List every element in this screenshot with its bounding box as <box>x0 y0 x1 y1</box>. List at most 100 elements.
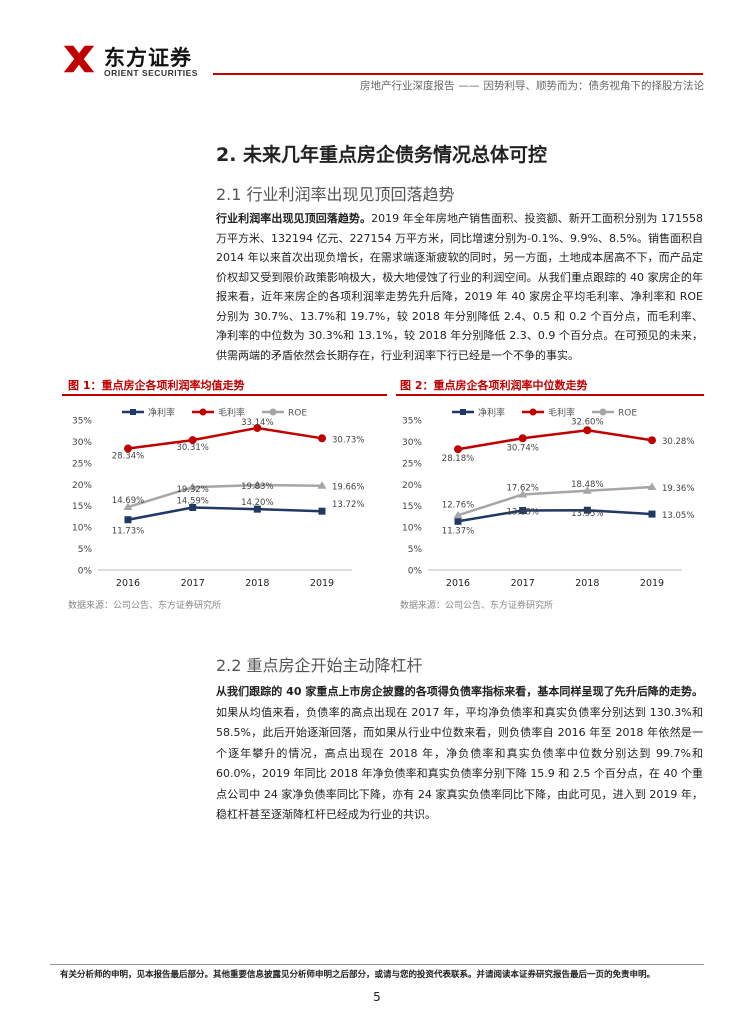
figure-1-rule <box>62 394 387 396</box>
y-tick-label: 25% <box>402 459 422 469</box>
data-point <box>648 436 656 444</box>
data-label: 13.88% <box>506 508 538 518</box>
data-label: 14.69% <box>112 496 144 506</box>
legend-marker <box>460 409 466 415</box>
legend-label: ROE <box>618 409 637 419</box>
legend-marker <box>200 409 207 416</box>
x-tick-label: 2017 <box>511 578 535 589</box>
y-tick-label: 10% <box>72 524 92 534</box>
legend-label: 净利率 <box>148 407 175 419</box>
legend-marker <box>600 409 607 416</box>
data-point <box>519 434 527 442</box>
series-line <box>128 428 322 449</box>
legend-marker <box>270 409 277 416</box>
section-title: 2. 未来几年重点房企债务情况总体可控 <box>216 140 547 167</box>
x-tick-label: 2017 <box>181 578 205 589</box>
chart-1-svg: 净利率 毛利率 ROE 0% 5% 10% 15% 20% 25% 30% 35% 2016 2017 2… <box>62 400 392 595</box>
data-label: 11.73% <box>112 527 144 537</box>
y-tick-label: 25% <box>72 459 92 469</box>
series-line <box>128 485 322 507</box>
chart-figure-2: 净利率 毛利率 ROE 0% 5% 10% 15% 20% 25% 30% 35% 2016 2017 2… <box>392 400 722 595</box>
footer-divider <box>50 964 704 965</box>
data-label: 30.31% <box>176 443 208 453</box>
data-label: 19.66% <box>332 483 364 493</box>
company-logo: 东方证券 ORIENT SECURITIES <box>60 40 220 88</box>
data-label: 32.60% <box>571 417 603 427</box>
legend-label: 净利率 <box>478 407 505 419</box>
figure-1-source: 数据来源：公司公告、东方证券研究所 <box>68 598 221 611</box>
logo-english-name: ORIENT SECURITIES <box>104 68 198 78</box>
data-point <box>318 434 326 442</box>
report-header-title: 房地产行业深度报告 —— 因势利导、顺势而为：债务视角下的择股方法论 <box>360 78 704 93</box>
data-point <box>583 426 591 434</box>
series-line <box>458 510 652 521</box>
data-label: 30.28% <box>662 437 694 447</box>
subsection-title-2-1: 2.1 行业利润率出现见顶回落趋势 <box>216 181 455 205</box>
data-point <box>454 445 462 453</box>
data-label: 30.73% <box>332 435 364 445</box>
y-tick-label: 30% <box>402 438 422 448</box>
paragraph-lead: 行业利润率出现见顶回落趋势。 <box>216 212 371 225</box>
paragraph-lead: 从我们跟踪的 40 家重点上市房企披露的各项得负债率指标来看，基本同样呈现了先升… <box>216 685 703 698</box>
logo-x-icon <box>60 40 98 78</box>
report-type: 房地产行业深度报告 <box>360 80 455 92</box>
legend-label: ROE <box>288 409 307 419</box>
data-label: 33.14% <box>241 418 273 428</box>
data-label: 19.36% <box>662 484 694 494</box>
x-tick-label: 2016 <box>446 578 470 589</box>
data-label: 14.20% <box>241 498 273 508</box>
data-label: 18.48% <box>571 480 603 490</box>
y-tick-label: 30% <box>72 438 92 448</box>
legend-marker <box>130 409 136 415</box>
subsection-title-2-2: 2.2 重点房企开始主动降杠杆 <box>216 652 423 676</box>
x-tick-label: 2018 <box>245 578 269 589</box>
data-label: 28.18% <box>442 454 474 464</box>
data-point <box>649 511 656 518</box>
data-label: 17.62% <box>506 483 538 493</box>
page-number: 5 <box>0 990 754 1004</box>
data-label: 14.59% <box>176 496 208 506</box>
y-tick-label: 35% <box>72 417 92 427</box>
legend-marker <box>530 409 537 416</box>
paragraph-profit-margin: 行业利润率出现见顶回落趋势。2019 年全年房地产销售面积、投资额、新开工面积分… <box>216 209 703 365</box>
data-label: 13.72% <box>332 500 364 510</box>
data-label: 13.95% <box>571 509 603 519</box>
series-line <box>458 430 652 449</box>
data-label: 12.76% <box>442 500 474 510</box>
report-subtitle: 因势利导、顺势而为：债务视角下的择股方法论 <box>484 80 705 92</box>
y-tick-label: 20% <box>72 481 92 491</box>
x-tick-label: 2016 <box>116 578 140 589</box>
y-tick-label: 10% <box>402 524 422 534</box>
paragraph-deleveraging: 从我们跟踪的 40 家重点上市房企披露的各项得负债率指标来看，基本同样呈现了先升… <box>216 682 703 826</box>
paragraph-body: 如果从均值来看，负债率的高点出现在 2017 年，平均净负债率和真实负债率分别达… <box>216 706 703 822</box>
x-tick-label: 2018 <box>575 578 599 589</box>
chart-2-svg: 净利率 毛利率 ROE 0% 5% 10% 15% 20% 25% 30% 35% 2016 2017 2… <box>392 400 722 595</box>
header-divider <box>213 73 703 75</box>
y-tick-label: 5% <box>408 545 423 555</box>
y-tick-label: 15% <box>402 502 422 512</box>
header-separator: —— <box>459 80 480 92</box>
figure-2-source: 数据来源：公司公告、东方证券研究所 <box>400 598 553 611</box>
data-label: 28.34% <box>112 452 144 462</box>
data-point <box>455 518 462 525</box>
y-tick-label: 15% <box>72 502 92 512</box>
series-line <box>128 507 322 519</box>
data-label: 30.74% <box>506 443 538 453</box>
x-tick-label: 2019 <box>310 578 334 589</box>
page-header: 东方证券 ORIENT SECURITIES 房地产行业深度报告 —— 因势利导、顺… <box>0 0 754 100</box>
data-label: 19.32% <box>176 485 208 495</box>
figure-2-title: 图 2：重点房企各项利润率中位数走势 <box>400 377 587 393</box>
y-tick-label: 5% <box>78 545 93 555</box>
chart-figure-1: 净利率 毛利率 ROE 0% 5% 10% 15% 20% 25% 30% 35% 2016 2017 2… <box>62 400 392 595</box>
x-tick-label: 2019 <box>640 578 664 589</box>
data-label: 13.05% <box>662 511 694 521</box>
data-point <box>319 508 326 515</box>
y-tick-label: 35% <box>402 417 422 427</box>
figure-2-rule <box>396 394 704 396</box>
paragraph-body: 2019 年全年房地产销售面积、投资额、新开工面积分别为 171558 万平方米… <box>216 212 703 362</box>
legend-label: 毛利率 <box>218 407 245 419</box>
data-point <box>125 516 132 523</box>
y-tick-label: 0% <box>408 567 423 577</box>
y-tick-label: 20% <box>402 481 422 491</box>
data-label: 19.83% <box>241 482 273 492</box>
